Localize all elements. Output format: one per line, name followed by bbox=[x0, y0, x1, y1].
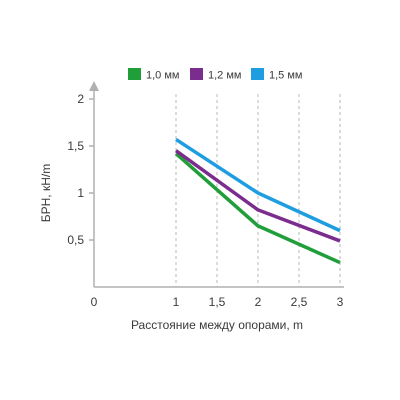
series-line-2 bbox=[174, 149, 341, 243]
legend-label-1: 1,0 мм bbox=[146, 70, 179, 82]
series-line-1 bbox=[174, 152, 341, 265]
x-axis-label: Расстояние между опорами, m bbox=[131, 318, 303, 332]
legend-label-3: 1,5 мм bbox=[269, 70, 302, 82]
legend-swatch-1 bbox=[128, 68, 141, 80]
series-lines bbox=[174, 137, 341, 265]
legend-swatch-3 bbox=[251, 68, 264, 80]
x-tick-label-5: 3 bbox=[337, 295, 344, 309]
y-tick-label-1: 1 bbox=[77, 186, 84, 200]
series-line-3 bbox=[175, 137, 341, 233]
x-tick-label-2: 1,5 bbox=[209, 295, 226, 309]
x-tick-label-1: 1 bbox=[173, 295, 180, 309]
y-tick-label-0: 0,5 bbox=[67, 233, 84, 247]
x-tick-label-4: 2,5 bbox=[291, 295, 308, 309]
x-tick-label-3: 2 bbox=[255, 295, 262, 309]
y-tick-label-3: 2 bbox=[77, 92, 84, 106]
tick-labels: 0,5 1 1,5 2 0 1 1,5 2 2,5 3 bbox=[67, 92, 343, 309]
legend-swatch-2 bbox=[190, 68, 203, 80]
grid bbox=[175, 94, 341, 287]
axes bbox=[89, 81, 344, 288]
x-tick-label-0: 0 bbox=[91, 295, 98, 309]
legend: 1,0 мм 1,2 мм 1,5 мм bbox=[128, 68, 302, 82]
y-axis-label: БРН, кН/m bbox=[39, 164, 53, 222]
y-axis-arrow bbox=[89, 81, 99, 91]
legend-label-2: 1,2 мм bbox=[208, 70, 241, 82]
y-tick-label-2: 1,5 bbox=[67, 139, 84, 153]
